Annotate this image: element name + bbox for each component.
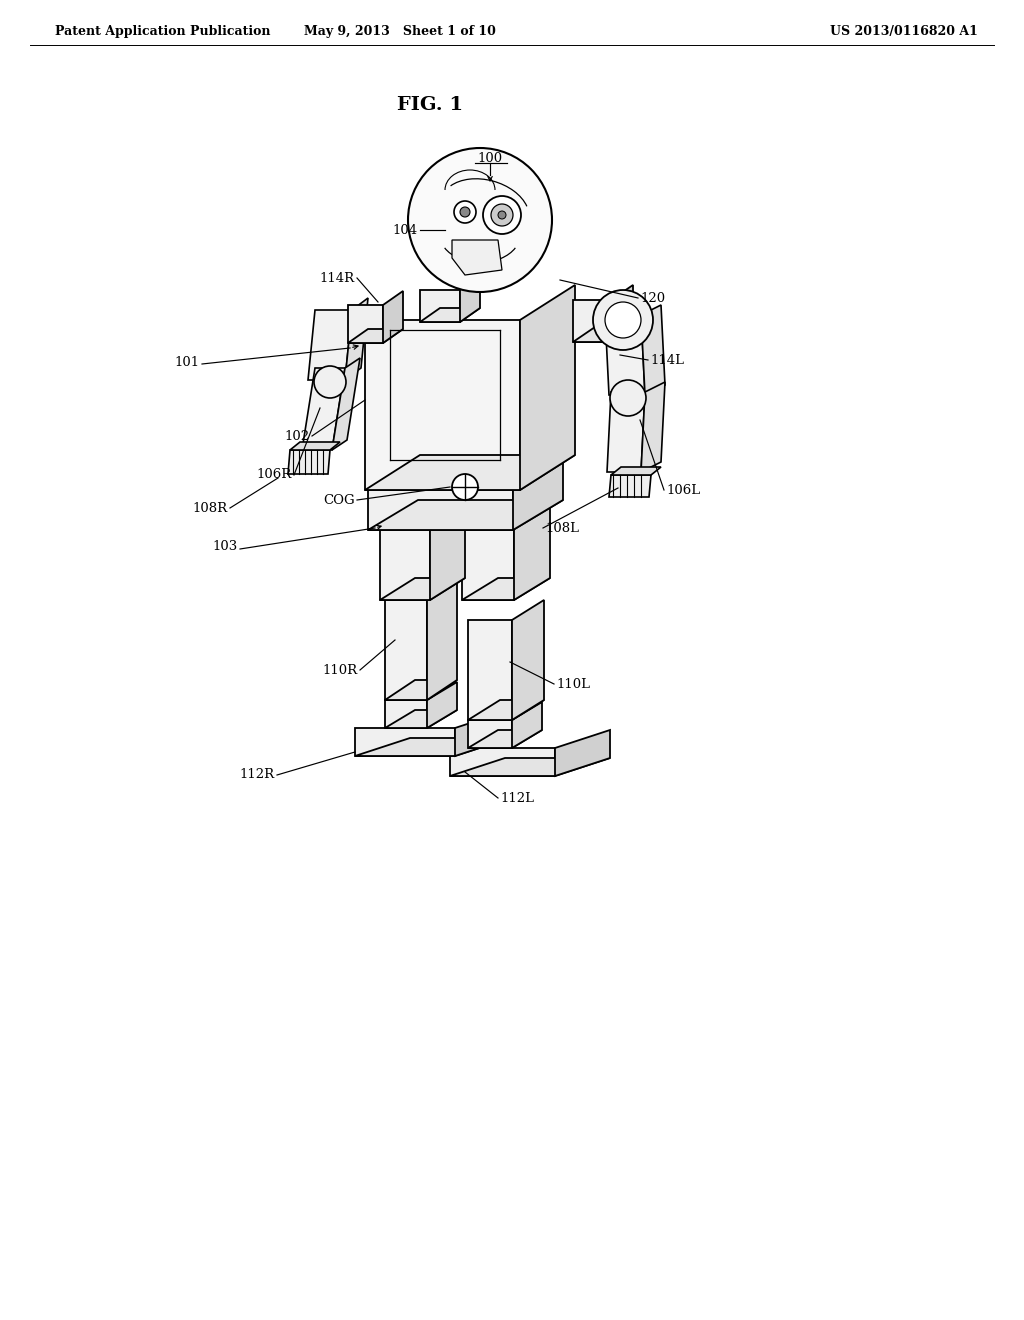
Polygon shape [607,392,645,473]
Text: 112R: 112R [240,768,275,781]
Polygon shape [513,450,563,531]
Polygon shape [468,719,512,748]
Text: 114R: 114R [319,272,355,285]
Polygon shape [468,730,542,748]
Polygon shape [573,327,633,342]
Polygon shape [368,480,513,531]
Text: 110L: 110L [556,677,590,690]
Polygon shape [365,455,575,490]
Text: 112L: 112L [500,792,534,804]
Polygon shape [430,478,465,601]
Polygon shape [365,319,520,490]
Polygon shape [641,381,665,473]
Text: 120: 120 [640,292,666,305]
Polygon shape [462,500,514,601]
Circle shape [490,205,513,226]
Polygon shape [308,310,352,380]
Text: 104: 104 [393,223,418,236]
Polygon shape [462,578,550,601]
Circle shape [610,380,646,416]
Polygon shape [348,329,403,343]
Circle shape [460,207,470,216]
Polygon shape [452,240,502,275]
Polygon shape [641,305,665,395]
Text: May 9, 2013   Sheet 1 of 10: May 9, 2013 Sheet 1 of 10 [304,25,496,38]
Polygon shape [605,315,645,395]
Text: 101: 101 [175,355,200,368]
Text: Patent Application Publication: Patent Application Publication [55,25,270,38]
Polygon shape [332,358,360,450]
Text: 102: 102 [285,429,310,442]
Polygon shape [385,700,427,729]
Text: 106L: 106L [666,483,700,496]
Polygon shape [380,500,430,601]
Polygon shape [468,700,544,719]
Polygon shape [355,738,510,756]
Polygon shape [385,680,457,700]
Polygon shape [420,308,480,322]
Polygon shape [460,276,480,322]
Polygon shape [573,300,611,342]
Text: 103: 103 [213,540,238,553]
Polygon shape [611,467,662,475]
Polygon shape [512,601,544,719]
Polygon shape [368,500,563,531]
Polygon shape [385,710,457,729]
Polygon shape [427,579,457,700]
Polygon shape [345,298,368,380]
Text: 110R: 110R [323,664,358,676]
Polygon shape [609,475,651,498]
Polygon shape [348,305,383,343]
Polygon shape [420,290,460,322]
Polygon shape [450,748,555,776]
Circle shape [605,302,641,338]
Polygon shape [455,710,510,756]
Polygon shape [290,442,340,450]
Polygon shape [520,285,575,490]
Polygon shape [383,290,403,343]
Polygon shape [380,578,465,601]
Text: US 2013/0116820 A1: US 2013/0116820 A1 [830,25,978,38]
Circle shape [593,290,653,350]
Polygon shape [514,478,550,601]
Polygon shape [427,682,457,729]
Text: 114L: 114L [650,354,684,367]
Text: COG: COG [324,494,355,507]
Text: 100: 100 [477,152,503,165]
Text: FIG. 1: FIG. 1 [397,96,463,114]
Polygon shape [385,601,427,700]
Polygon shape [468,620,512,719]
Polygon shape [450,758,610,776]
Circle shape [483,195,521,234]
Polygon shape [302,368,345,450]
Polygon shape [611,285,633,342]
Text: 108L: 108L [545,521,579,535]
Circle shape [454,201,476,223]
Circle shape [498,211,506,219]
Polygon shape [288,450,330,474]
Circle shape [408,148,552,292]
Circle shape [452,474,478,500]
Text: 106R: 106R [257,469,292,482]
Polygon shape [555,730,610,776]
Text: 108R: 108R [193,502,228,515]
Polygon shape [512,702,542,748]
Circle shape [314,366,346,399]
Polygon shape [355,729,455,756]
